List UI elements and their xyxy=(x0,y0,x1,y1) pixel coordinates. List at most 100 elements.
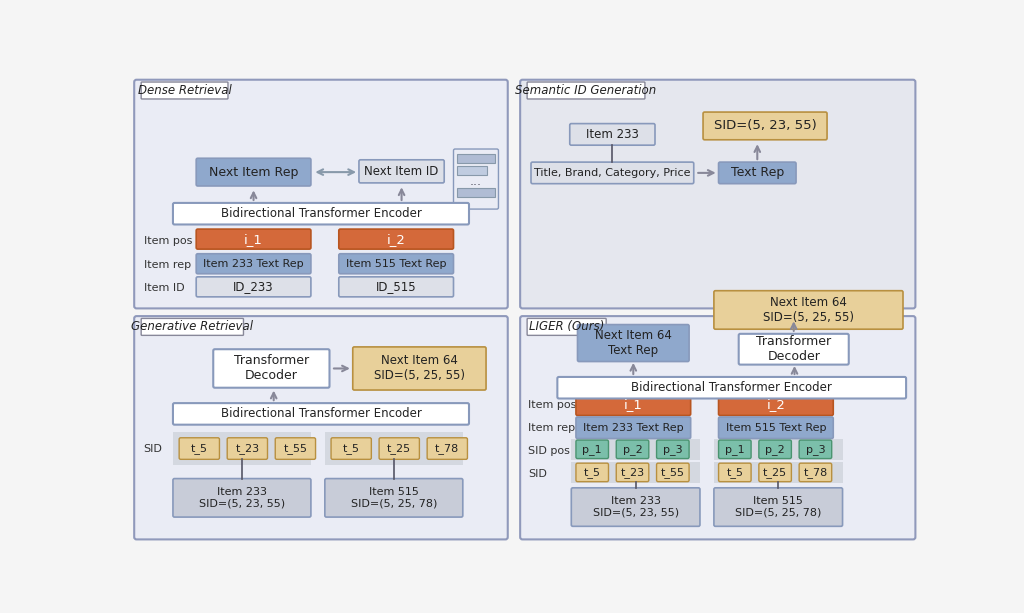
FancyBboxPatch shape xyxy=(738,334,849,365)
Text: ID_233: ID_233 xyxy=(233,280,273,294)
Text: Generative Retrieval: Generative Retrieval xyxy=(131,321,253,333)
Text: Item 233 Text Rep: Item 233 Text Rep xyxy=(583,423,684,433)
Text: Item rep: Item rep xyxy=(143,259,190,270)
FancyBboxPatch shape xyxy=(197,229,311,249)
Text: Item 233
SID=(5, 23, 55): Item 233 SID=(5, 23, 55) xyxy=(199,487,285,509)
FancyBboxPatch shape xyxy=(531,162,693,184)
Text: SID=(5, 23, 55): SID=(5, 23, 55) xyxy=(714,120,816,132)
Text: Dense Retrieval: Dense Retrieval xyxy=(137,84,231,97)
FancyBboxPatch shape xyxy=(578,324,689,362)
FancyBboxPatch shape xyxy=(197,277,311,297)
FancyBboxPatch shape xyxy=(339,277,454,297)
FancyBboxPatch shape xyxy=(339,254,454,274)
Text: Semantic ID Generation: Semantic ID Generation xyxy=(515,84,656,97)
FancyBboxPatch shape xyxy=(339,229,454,249)
FancyBboxPatch shape xyxy=(575,440,608,459)
FancyBboxPatch shape xyxy=(141,318,244,335)
Bar xyxy=(458,188,495,197)
Text: t_25: t_25 xyxy=(387,443,412,454)
FancyBboxPatch shape xyxy=(575,463,608,482)
Text: Item pos: Item pos xyxy=(143,237,191,246)
Text: Bidirectional Transformer Encoder: Bidirectional Transformer Encoder xyxy=(220,207,422,220)
FancyBboxPatch shape xyxy=(799,440,831,459)
Bar xyxy=(173,432,311,465)
Text: Item 515
SID=(5, 25, 78): Item 515 SID=(5, 25, 78) xyxy=(735,497,821,518)
Text: t_78: t_78 xyxy=(803,467,827,478)
FancyBboxPatch shape xyxy=(656,440,689,459)
Bar xyxy=(325,432,463,465)
Text: Item 233
SID=(5, 23, 55): Item 233 SID=(5, 23, 55) xyxy=(593,497,679,518)
FancyBboxPatch shape xyxy=(179,438,219,459)
Text: Text Rep: Text Rep xyxy=(731,166,784,180)
FancyBboxPatch shape xyxy=(520,80,915,308)
Text: p_2: p_2 xyxy=(623,444,642,455)
FancyBboxPatch shape xyxy=(213,349,330,387)
FancyBboxPatch shape xyxy=(557,377,906,398)
FancyBboxPatch shape xyxy=(703,112,827,140)
FancyBboxPatch shape xyxy=(616,440,649,459)
FancyBboxPatch shape xyxy=(379,438,420,459)
Text: Item 515 Text Rep: Item 515 Text Rep xyxy=(346,259,446,268)
Text: i_2: i_2 xyxy=(387,232,406,246)
FancyBboxPatch shape xyxy=(173,479,311,517)
Text: Item 233 Text Rep: Item 233 Text Rep xyxy=(203,259,304,268)
FancyBboxPatch shape xyxy=(141,82,228,99)
FancyBboxPatch shape xyxy=(275,438,315,459)
FancyBboxPatch shape xyxy=(134,80,508,308)
Text: p_3: p_3 xyxy=(663,444,683,455)
Bar xyxy=(458,166,486,175)
FancyBboxPatch shape xyxy=(520,316,915,539)
FancyBboxPatch shape xyxy=(454,149,499,209)
Text: t_5: t_5 xyxy=(343,443,359,454)
FancyBboxPatch shape xyxy=(759,463,792,482)
Text: Transformer
Decoder: Transformer Decoder xyxy=(756,335,831,364)
Bar xyxy=(714,462,843,483)
FancyBboxPatch shape xyxy=(173,403,469,425)
FancyBboxPatch shape xyxy=(197,158,311,186)
FancyBboxPatch shape xyxy=(719,463,751,482)
FancyBboxPatch shape xyxy=(173,203,469,224)
Bar xyxy=(571,462,700,483)
Text: Item 515 Text Rep: Item 515 Text Rep xyxy=(726,423,826,433)
Text: Next Item 64
SID=(5, 25, 55): Next Item 64 SID=(5, 25, 55) xyxy=(763,296,854,324)
Text: i_2: i_2 xyxy=(766,398,785,411)
FancyBboxPatch shape xyxy=(352,347,486,390)
Text: Next Item 64
Text Rep: Next Item 64 Text Rep xyxy=(595,329,672,357)
FancyBboxPatch shape xyxy=(427,438,467,459)
FancyBboxPatch shape xyxy=(227,438,267,459)
FancyBboxPatch shape xyxy=(714,291,903,329)
FancyBboxPatch shape xyxy=(719,394,834,416)
Text: p_1: p_1 xyxy=(725,444,744,455)
Text: Title, Brand, Category, Price: Title, Brand, Category, Price xyxy=(535,168,690,178)
Text: t_25: t_25 xyxy=(763,467,787,478)
Text: i_1: i_1 xyxy=(624,398,643,411)
FancyBboxPatch shape xyxy=(616,463,649,482)
Text: ID_515: ID_515 xyxy=(376,280,417,294)
Text: t_23: t_23 xyxy=(621,467,644,478)
FancyBboxPatch shape xyxy=(719,440,751,459)
Text: Item 233: Item 233 xyxy=(586,128,639,141)
Text: SID: SID xyxy=(143,444,163,454)
FancyBboxPatch shape xyxy=(197,254,311,274)
Text: Item ID: Item ID xyxy=(143,283,184,292)
Text: LIGER (Ours): LIGER (Ours) xyxy=(529,321,604,333)
Text: SID: SID xyxy=(528,469,547,479)
Text: t_5: t_5 xyxy=(584,467,601,478)
Text: t_55: t_55 xyxy=(660,467,685,478)
Text: Bidirectional Transformer Encoder: Bidirectional Transformer Encoder xyxy=(220,408,422,421)
FancyBboxPatch shape xyxy=(575,417,690,438)
Text: p_1: p_1 xyxy=(583,444,602,455)
FancyBboxPatch shape xyxy=(359,160,444,183)
Bar xyxy=(458,154,495,163)
Text: Next Item ID: Next Item ID xyxy=(365,165,438,178)
Text: Next Item Rep: Next Item Rep xyxy=(209,166,298,178)
Text: SID pos: SID pos xyxy=(528,446,569,456)
FancyBboxPatch shape xyxy=(714,488,843,527)
FancyBboxPatch shape xyxy=(331,438,372,459)
Text: p_2: p_2 xyxy=(765,444,785,455)
Text: t_5: t_5 xyxy=(190,443,208,454)
Text: Item pos: Item pos xyxy=(528,400,577,409)
FancyBboxPatch shape xyxy=(571,488,700,527)
Text: Next Item 64
SID=(5, 25, 55): Next Item 64 SID=(5, 25, 55) xyxy=(374,354,465,383)
FancyBboxPatch shape xyxy=(325,479,463,517)
